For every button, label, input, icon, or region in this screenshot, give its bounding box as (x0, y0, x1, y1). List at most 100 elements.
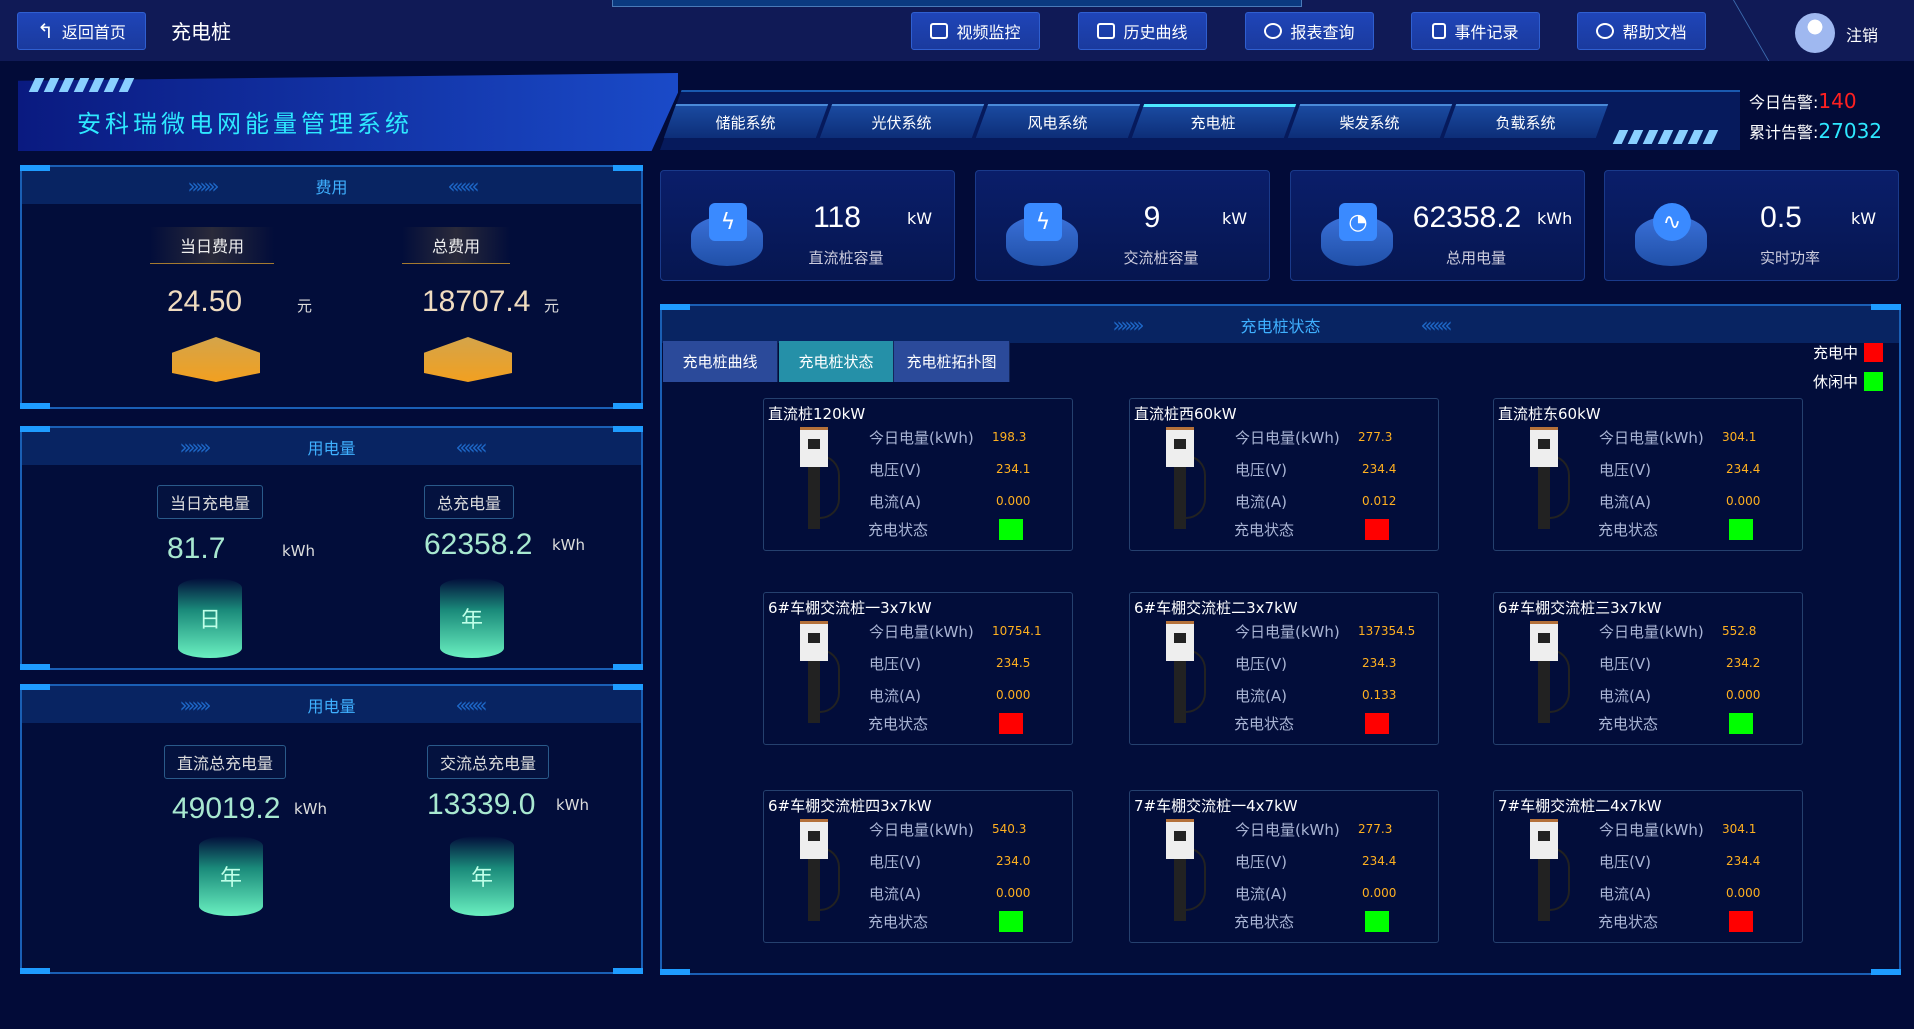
today-charge-label: 当日充电量 (157, 485, 264, 519)
charger-card[interactable]: 7#车棚交流桩一4x7kW 今日电量(kWh) 277.3 电压(V) 234.… (1129, 790, 1439, 943)
charger-card[interactable]: 6#车棚交流桩四3x7kW 今日电量(kWh) 540.3 电压(V) 234.… (763, 790, 1073, 943)
charger-card[interactable]: 7#车棚交流桩二4x7kW 今日电量(kWh) 304.1 电压(V) 234.… (1493, 790, 1803, 943)
nav-tab-diesel[interactable]: 柴发系统 (1287, 104, 1453, 138)
button-label: 事件记录 (1454, 23, 1519, 42)
voltage-value: 234.5 (996, 656, 1031, 670)
charger-name: 6#车棚交流桩二3x7kW (1134, 599, 1298, 617)
energy-label: 今日电量(kWh) (1235, 429, 1340, 447)
charging-pile-icon (1530, 621, 1570, 726)
charger-card[interactable]: 直流桩东60kW 今日电量(kWh) 304.1 电压(V) 234.4 电流(… (1493, 398, 1803, 551)
charger-name: 6#车棚交流桩一3x7kW (768, 599, 932, 617)
today-cost-unit: 元 (297, 297, 313, 315)
charging-pile-icon (800, 427, 840, 532)
energy-label: 今日电量(kWh) (869, 623, 974, 641)
today-alarm-value: 140 (1818, 89, 1857, 113)
kpi-ac-capacity: ϟ 9 kW 交流桩容量 (975, 170, 1270, 281)
nav-tab-load[interactable]: 负载系统 (1443, 104, 1609, 138)
today-alarm-label: 今日告警: (1749, 93, 1819, 112)
tab-charger-curve[interactable]: 充电桩曲线 (663, 341, 778, 382)
back-home-label: 返回首页 (61, 23, 126, 42)
current-label: 电流(A) (1235, 687, 1287, 705)
charger-card[interactable]: 直流桩西60kW 今日电量(kWh) 277.3 电压(V) 234.4 电流(… (1129, 398, 1439, 551)
search-icon (1264, 23, 1283, 39)
charging-pile-icon (800, 819, 840, 924)
energy-panel: ››››››› 用电量 ‹‹‹‹‹‹‹ 当日充电量 总充电量 81.7 kWh 62… (20, 426, 643, 670)
total-alarm-label: 累计告警: (1749, 123, 1819, 142)
energy-value: 304.1 (1722, 822, 1757, 836)
button-label: 帮助文档 (1622, 23, 1687, 42)
event-log-button[interactable]: 事件记录 (1411, 12, 1540, 50)
document-icon (1432, 23, 1447, 39)
energy-value: 277.3 (1358, 430, 1393, 444)
nav-label: 风电系统 (1027, 113, 1088, 132)
current-label: 电流(A) (869, 885, 921, 903)
button-label: 历史曲线 (1123, 23, 1188, 42)
tab-charger-status[interactable]: 充电桩状态 (779, 341, 894, 382)
charger-card[interactable]: 直流桩120kW 今日电量(kWh) 198.3 电压(V) 234.1 电流(… (763, 398, 1073, 551)
voltage-value: 234.0 (996, 854, 1031, 868)
current-value: 0.133 (1362, 688, 1397, 702)
charging-pile-icon (1166, 621, 1206, 726)
stripe-decoration (28, 78, 135, 92)
logout-link[interactable]: 注销 (1846, 26, 1879, 45)
energy-label: 今日电量(kWh) (1599, 821, 1704, 839)
report-query-button[interactable]: 报表查询 (1245, 12, 1374, 50)
nav-tab-wind[interactable]: 风电系统 (975, 104, 1141, 138)
charger-card[interactable]: 6#车棚交流桩一3x7kW 今日电量(kWh) 10754.1 电压(V) 23… (763, 592, 1073, 745)
voltage-value: 234.4 (1362, 854, 1397, 868)
nav-tab-pv[interactable]: 光伏系统 (819, 104, 985, 138)
current-label: 电流(A) (1235, 885, 1287, 903)
charger-name: 6#车棚交流桩四3x7kW (768, 797, 932, 815)
charger-name: 7#车棚交流桩二4x7kW (1498, 797, 1662, 815)
charger-card[interactable]: 6#车棚交流桩三3x7kW 今日电量(kWh) 552.8 电压(V) 234.… (1493, 592, 1803, 745)
button-label: 报表查询 (1290, 23, 1355, 42)
today-charge-unit: kWh (282, 542, 316, 560)
current-value: 0.000 (1726, 886, 1761, 900)
year-calendar-icon: 年 (199, 836, 263, 916)
voltage-value: 234.2 (1726, 656, 1761, 670)
charger-card[interactable]: 6#车棚交流桩二3x7kW 今日电量(kWh) 137354.5 电压(V) 2… (1129, 592, 1439, 745)
battery-icon: ϟ (1024, 203, 1062, 241)
nav-tab-storage[interactable]: 储能系统 (663, 104, 829, 138)
charger-name: 直流桩东60kW (1498, 405, 1601, 423)
energy-value: 10754.1 (992, 624, 1042, 638)
user-avatar[interactable] (1795, 13, 1835, 53)
panel-header: ››››››› 用电量 ‹‹‹‹‹‹‹ (22, 686, 641, 723)
status-label: 充电状态 (1234, 913, 1295, 931)
energy-label: 今日电量(kWh) (1235, 623, 1340, 641)
battery-icon: ϟ (709, 203, 747, 241)
status-label: 充电状态 (1598, 715, 1659, 733)
legend-label: 充电中 (1813, 344, 1859, 362)
voltage-label: 电压(V) (1235, 461, 1287, 479)
kpi-unit: kW (907, 209, 933, 228)
video-monitor-button[interactable]: 视频监控 (911, 12, 1040, 50)
status-indicator (999, 911, 1023, 932)
status-indicator (999, 713, 1023, 734)
dc-total-label: 直流总充电量 (164, 745, 287, 779)
voltage-label: 电压(V) (1235, 853, 1287, 871)
voltage-value: 234.4 (1362, 462, 1397, 476)
energy-label: 今日电量(kWh) (869, 429, 974, 447)
ac-total-value: 13339.0 (427, 788, 536, 821)
ac-total-unit: kWh (556, 796, 590, 814)
help-docs-button[interactable]: 帮助文档 (1577, 12, 1706, 50)
energy-value: 552.8 (1722, 624, 1757, 638)
history-curve-button[interactable]: 历史曲线 (1078, 12, 1207, 50)
nav-tab-charging-pile[interactable]: 充电桩 (1131, 104, 1297, 138)
kpi-total-energy: ◔ 62358.2 kWh 总用电量 (1290, 170, 1585, 281)
legend-swatch (1864, 372, 1884, 391)
nav-label: 负载系统 (1495, 113, 1556, 132)
back-home-button[interactable]: ↰ 返回首页 (17, 12, 146, 50)
kpi-unit: kW (1222, 209, 1248, 228)
total-charge-value: 62358.2 (424, 528, 533, 561)
total-alarm: 累计告警:27032 (1749, 119, 1882, 143)
kpi-label: 总用电量 (1445, 249, 1506, 267)
back-arrow-icon: ↰ (37, 19, 54, 43)
tab-charger-topology[interactable]: 充电桩拓扑图 (894, 341, 1010, 382)
help-icon (1596, 23, 1615, 39)
current-label: 电流(A) (869, 687, 921, 705)
year-calendar-icon: 年 (440, 578, 504, 658)
dc-total-unit: kWh (294, 800, 328, 818)
panel-header: ››››››› 用电量 ‹‹‹‹‹‹‹ (22, 428, 641, 465)
top-bar: ↰ 返回首页 充电桩 视频监控 历史曲线 报表查询 事件记录 帮助文档 注销 (0, 0, 1914, 61)
